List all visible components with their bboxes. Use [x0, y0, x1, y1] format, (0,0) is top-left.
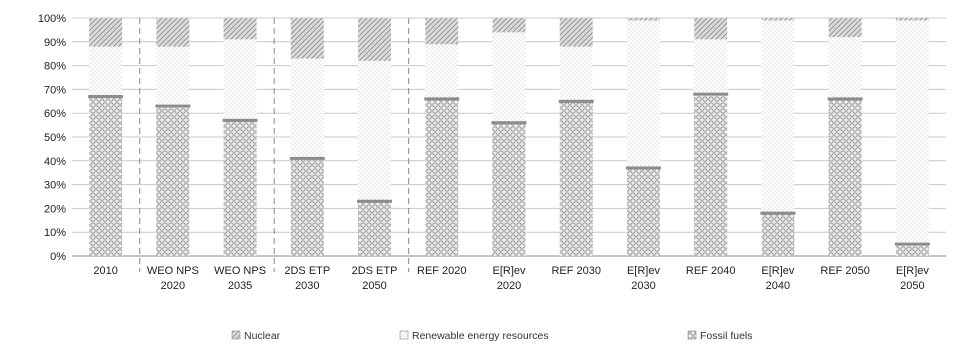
fossil-boundary-mark [894, 242, 930, 246]
bar-segment-nuclear [761, 18, 795, 21]
bar-segment-renewable [89, 46, 123, 97]
x-category-label: REF 2040 [686, 265, 736, 277]
bar-segment-nuclear [89, 18, 123, 47]
y-tick-label: 30% [44, 180, 66, 192]
y-tick-label: 0% [50, 251, 66, 263]
bar-segment-renewable [425, 44, 459, 99]
bar-segment-nuclear [895, 18, 929, 21]
legend-label-renewable: Renewable energy resources [412, 330, 549, 342]
bar-segment-fossil [223, 120, 257, 256]
bar-segment-nuclear [626, 18, 660, 21]
legend-swatch-renewable [399, 330, 409, 340]
x-category-label: E[R]ev 2050 [896, 265, 930, 292]
bar-segment-nuclear [828, 18, 862, 38]
bar-segment-nuclear [694, 18, 728, 40]
x-category-label: 2010 [93, 265, 117, 277]
fossil-boundary-mark [491, 121, 527, 125]
bar-segment-fossil [895, 244, 929, 256]
y-tick-label: 60% [44, 108, 66, 120]
fossil-boundary-mark [222, 118, 258, 122]
fossil-boundary-mark [357, 199, 393, 203]
bar-segment-nuclear [156, 18, 190, 47]
bar-segment-fossil [156, 106, 190, 256]
bars [88, 18, 930, 256]
fossil-boundary-mark [760, 211, 796, 215]
bar-segment-nuclear [425, 18, 459, 45]
bar-segment-renewable [559, 46, 593, 102]
fossil-boundary-mark [424, 97, 460, 101]
x-category-label: WEO NPS 2020 [147, 265, 199, 292]
y-tick-label: 10% [44, 227, 66, 239]
bar-segment-renewable [492, 32, 526, 123]
y-tick-label: 70% [44, 84, 66, 96]
legend-swatch-fossil [687, 330, 697, 340]
y-tick-label: 50% [44, 132, 66, 144]
bar-segment-renewable [895, 20, 929, 245]
bar-segment-renewable [156, 46, 190, 107]
x-category-label: WEO NPS 2035 [214, 265, 266, 292]
bar-segment-nuclear [223, 18, 257, 40]
bar-segment-renewable [290, 58, 324, 159]
bar-segment-renewable [761, 20, 795, 214]
y-tick-label: 40% [44, 156, 66, 168]
bar-segment-fossil [425, 98, 459, 256]
bar-segment-fossil [559, 101, 593, 256]
bar-segment-renewable [828, 37, 862, 99]
x-category-label: REF 2050 [820, 265, 870, 277]
bar-segment-fossil [761, 213, 795, 256]
group-separators [139, 18, 410, 272]
bar-segment-fossil [358, 201, 392, 256]
fossil-boundary-mark [625, 166, 661, 170]
bar-segment-renewable [358, 60, 392, 202]
fossil-boundary-mark [827, 97, 863, 101]
bar-segment-fossil [828, 98, 862, 256]
legend-swatch-nuclear [231, 330, 241, 340]
bar-segment-fossil [694, 94, 728, 256]
x-category-label: REF 2020 [417, 265, 467, 277]
bar-segment-fossil [89, 96, 123, 256]
x-category-label: E[R]ev 2040 [761, 265, 795, 292]
legend-label-fossil: Fossil fuels [700, 330, 753, 342]
bar-segment-fossil [626, 167, 660, 256]
x-category-label: E[R]ev 2030 [627, 265, 661, 292]
y-tick-label: 100% [38, 13, 66, 25]
bar-segment-fossil [492, 122, 526, 256]
x-category-label: 2DS ETP 2030 [284, 265, 330, 292]
y-tick-label: 90% [44, 37, 66, 49]
fossil-boundary-mark [289, 156, 325, 160]
bar-segment-renewable [694, 39, 728, 95]
x-axis: 2010 WEO NPS 2020 WEO NPS 2035 2DS ETP 2030 2DS… [93, 265, 929, 292]
bar-segment-nuclear [358, 18, 392, 61]
bar-segment-renewable [223, 39, 257, 121]
legend-label-nuclear: Nuclear [244, 330, 281, 342]
bar-segment-renewable [626, 20, 660, 168]
y-axis: 0% 10% 20% 30% 40% 50% 60% 70% 80% 90% 100% [38, 13, 66, 263]
x-category-label: E[R]ev 2020 [492, 265, 526, 292]
fossil-boundary-mark [155, 104, 191, 108]
fossil-boundary-mark [558, 99, 594, 103]
bar-segment-nuclear [492, 18, 526, 33]
fossil-boundary-mark [88, 95, 124, 99]
y-tick-label: 20% [44, 203, 66, 215]
bar-segment-fossil [290, 158, 324, 256]
x-category-label: REF 2030 [551, 265, 601, 277]
bar-segment-nuclear [559, 18, 593, 47]
bar-segment-nuclear [290, 18, 324, 59]
x-category-label: 2DS ETP 2050 [352, 265, 398, 292]
fossil-boundary-mark [693, 92, 729, 96]
legend: Nuclear Renewable energy resources Fossil … [231, 330, 753, 342]
y-tick-label: 80% [44, 61, 66, 73]
